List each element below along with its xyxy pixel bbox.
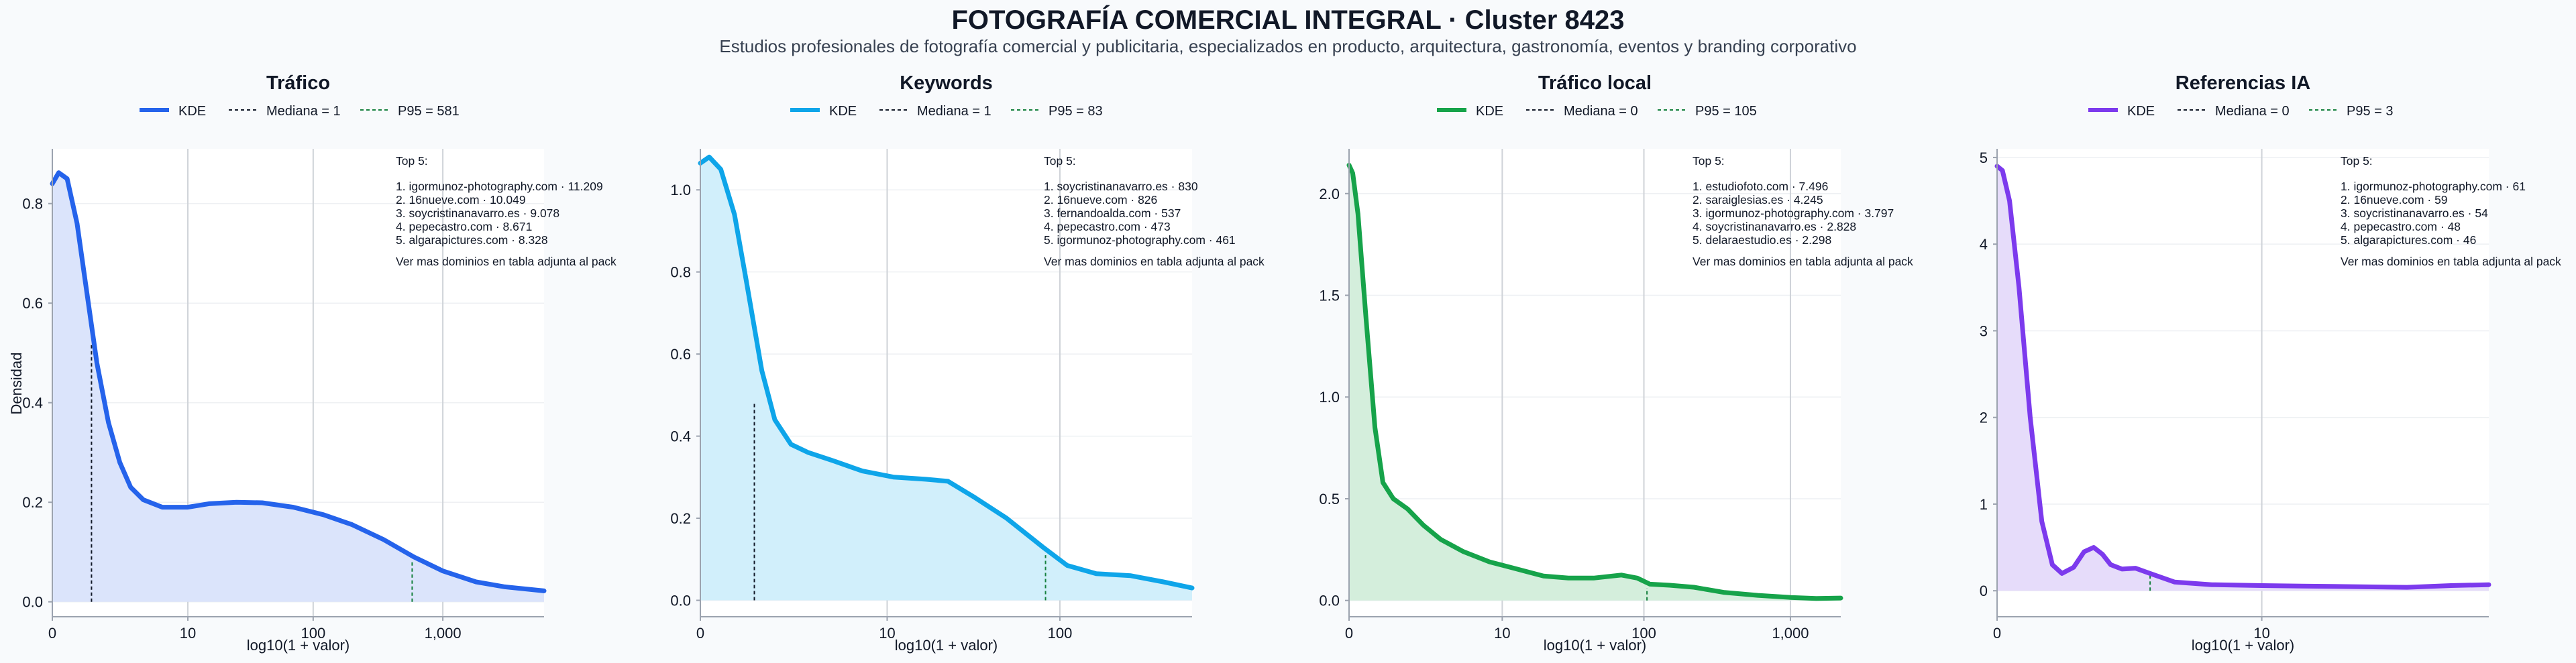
top5-item: 4. pepecastro.com · 8.671 <box>396 220 532 233</box>
top5-item: 3. igormunoz-photography.com · 3.797 <box>1693 206 1894 220</box>
y-tick-label: 5 <box>1980 149 1988 166</box>
top5-title: Top 5: <box>1693 154 1725 168</box>
top5-item: 1. estudiofoto.com · 7.496 <box>1693 180 1828 193</box>
y-tick-label: 0.8 <box>22 196 43 213</box>
figure-title: FOTOGRAFÍA COMERCIAL INTEGRAL · Cluster … <box>951 5 1625 35</box>
top5-item: 2. saraiglesias.es · 4.245 <box>1693 193 1823 206</box>
legend-kde-label: KDE <box>1476 104 1503 119</box>
x-tick-label: 0 <box>1993 625 2001 642</box>
legend-p95-label: P95 = 3 <box>2347 104 2394 119</box>
x-tick-label: 0 <box>696 625 704 642</box>
top5-footer: Ver mas dominios en tabla adjunta al pac… <box>1044 255 1265 268</box>
x-axis-label: log10(1 + valor) <box>2192 637 2294 654</box>
top5-item: 5. delaraestudio.es · 2.298 <box>1693 233 1831 247</box>
legend-p95-label: P95 = 83 <box>1049 104 1103 119</box>
kde-line <box>50 170 547 593</box>
y-tick-label: 2 <box>1980 410 1988 426</box>
legend-kde-label: KDE <box>829 104 857 119</box>
x-tick-label: 100 <box>1048 625 1073 642</box>
y-axis-label: Densidad <box>8 353 25 415</box>
top5-item: 1. soycristinanavarro.es · 830 <box>1044 180 1198 193</box>
y-tick-label: 0.6 <box>670 346 691 363</box>
x-tick-label: 1,000 <box>1772 625 1809 642</box>
top5-item: 4. pepecastro.com · 48 <box>2341 220 2461 233</box>
x-tick-label: 100 <box>301 625 325 642</box>
top5-title: Top 5: <box>1044 154 1076 168</box>
top5-item: 1. igormunoz-photography.com · 11.209 <box>396 180 603 193</box>
x-axis-label: log10(1 + valor) <box>895 637 998 654</box>
y-tick-label: 0 <box>1980 583 1988 599</box>
x-tick-label: 10 <box>879 625 895 642</box>
legend-median-label: Mediana = 0 <box>1564 104 1638 119</box>
legend-median-label: Mediana = 1 <box>917 104 991 119</box>
top5-item: 2. 16nueve.com · 10.049 <box>396 193 526 206</box>
y-tick-label: 4 <box>1980 236 1988 253</box>
legend-median-label: Mediana = 0 <box>2215 104 2290 119</box>
top5-footer: Ver mas dominios en tabla adjunta al pac… <box>396 255 616 268</box>
x-tick-label: 10 <box>2253 625 2269 642</box>
panel-title: Tráfico local <box>1538 72 1652 94</box>
top5-item: 2. 16nueve.com · 826 <box>1044 193 1157 206</box>
y-tick-label: 0.8 <box>670 264 691 281</box>
top5-item: 1. igormunoz-photography.com · 61 <box>2341 180 2526 193</box>
top5-footer: Ver mas dominios en tabla adjunta al pac… <box>2341 255 2561 268</box>
top5-item: 5. algarapictures.com · 8.328 <box>396 233 548 247</box>
kde-line <box>1994 164 2491 590</box>
y-tick-label: 2.0 <box>1319 186 1340 202</box>
chart-0: Tráfico KDE Mediana = 1 P95 = 581 0.0 0.2 0.4 0… <box>22 72 616 654</box>
x-axis-label: log10(1 + valor) <box>247 637 350 654</box>
top5-item: 5. algarapictures.com · 46 <box>2341 233 2476 247</box>
y-tick-label: 0.0 <box>22 594 43 611</box>
y-tick-label: 0.2 <box>670 510 691 527</box>
y-tick-label: 0.6 <box>22 295 43 312</box>
figure-subtitle: Estudios profesionales de fotografía com… <box>719 36 1857 56</box>
x-axis-label: log10(1 + valor) <box>1544 637 1646 654</box>
y-tick-label: 0.5 <box>1319 491 1340 507</box>
top5-item: 5. igormunoz-photography.com · 461 <box>1044 233 1236 247</box>
x-tick-label: 100 <box>1631 625 1656 642</box>
y-tick-label: 0.0 <box>670 593 691 609</box>
top5-footer: Ver mas dominios en tabla adjunta al pac… <box>1693 255 1913 268</box>
chart-3: Referencias IA KDE Mediana = 0 P95 = 3 0 1 2 3 4… <box>1980 72 2561 654</box>
kde-area <box>700 157 1192 601</box>
x-tick-label: 10 <box>1494 625 1510 642</box>
legend-kde-label: KDE <box>2127 104 2155 119</box>
legend-p95-label: P95 = 105 <box>1695 104 1757 119</box>
x-tick-label: 10 <box>180 625 196 642</box>
x-tick-label: 0 <box>48 625 56 642</box>
chart-2: Tráfico local KDE Mediana = 0 P95 = 105 0.0 0… <box>1319 72 1913 654</box>
legend-p95-label: P95 = 581 <box>398 104 460 119</box>
top5-item: 3. soycristinanavarro.es · 54 <box>2341 206 2488 220</box>
y-tick-label: 1.0 <box>1319 389 1340 406</box>
x-tick-label: 1,000 <box>425 625 462 642</box>
chart-1: Keywords KDE Mediana = 1 P95 = 83 0.0 0.2 0.4 0… <box>670 72 1265 654</box>
y-tick-label: 0.4 <box>22 395 43 412</box>
top5-title: Top 5: <box>2341 154 2373 168</box>
top5-item: 2. 16nueve.com · 59 <box>2341 193 2448 206</box>
y-tick-label: 3 <box>1980 322 1988 339</box>
top5-item: 3. fernandoalda.com · 537 <box>1044 206 1181 220</box>
panel-title: Keywords <box>900 72 993 94</box>
kde-line <box>698 154 1195 591</box>
legend-kde-label: KDE <box>178 104 206 119</box>
top5-item: 4. soycristinanavarro.es · 2.828 <box>1693 220 1856 233</box>
x-tick-label: 0 <box>1345 625 1353 642</box>
top5-item: 4. pepecastro.com · 473 <box>1044 220 1171 233</box>
kde-area <box>1349 165 1841 601</box>
y-tick-label: 1.5 <box>1319 288 1340 304</box>
panel-title: Tráfico <box>266 72 330 94</box>
top5-title: Top 5: <box>396 154 428 168</box>
y-tick-label: 0.4 <box>670 428 691 445</box>
panel-title: Referencias IA <box>2176 72 2311 94</box>
legend-median-label: Mediana = 1 <box>266 104 341 119</box>
y-tick-label: 0.2 <box>22 494 43 511</box>
y-tick-label: 1 <box>1980 496 1988 513</box>
top5-item: 3. soycristinanavarro.es · 9.078 <box>396 206 559 220</box>
plot-area <box>1997 149 2489 617</box>
y-tick-label: 0.0 <box>1319 593 1340 609</box>
y-tick-label: 1.0 <box>670 182 691 198</box>
kde-area <box>52 172 544 602</box>
kde-line <box>1346 162 1843 601</box>
